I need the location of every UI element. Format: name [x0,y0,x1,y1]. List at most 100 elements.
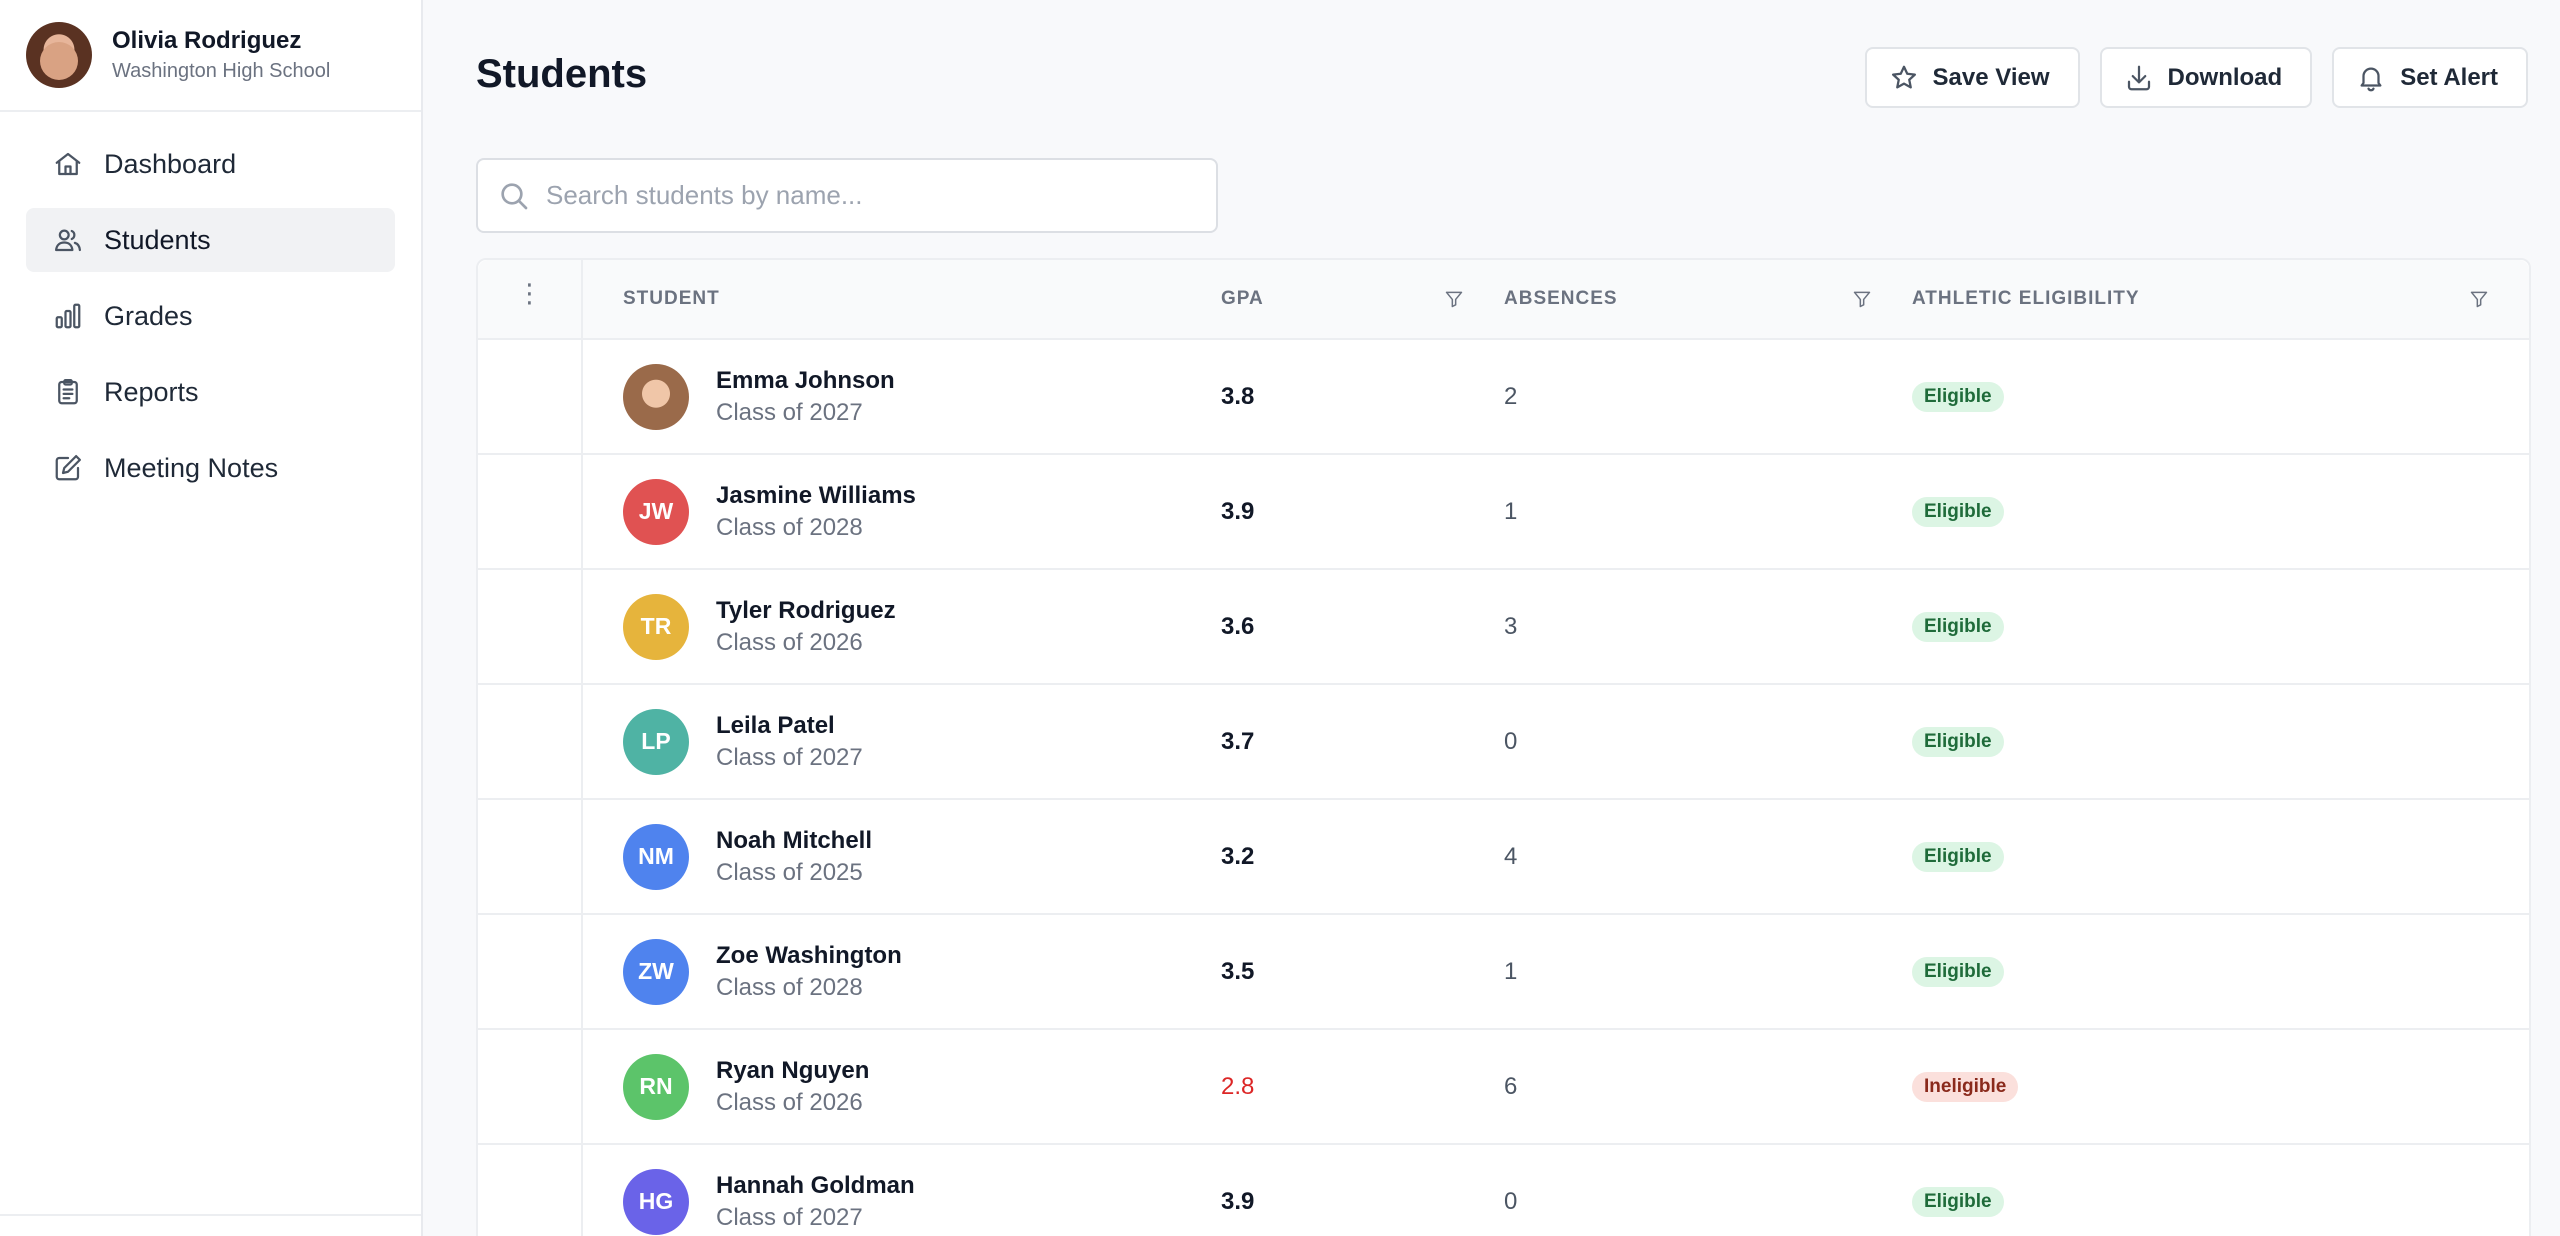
absences-value: 0 [1504,727,1518,755]
status-badge: Eligible [1912,726,2004,757]
table-row[interactable]: LP Leila Patel Class of 2027 3.7 0 Eligi… [478,684,2529,800]
download-button[interactable]: Download [2099,47,2313,108]
filter-icon[interactable] [1852,289,1872,309]
student-name[interactable]: Zoe Washington [716,941,902,969]
user-name: Olivia Rodriguez [112,27,302,54]
status-badge: Eligible [1912,381,2004,412]
absences-value: 2 [1504,382,1518,410]
search-input[interactable] [546,180,1186,211]
status-badge: Eligible [1912,956,2004,987]
filter-icon[interactable] [2469,289,2489,309]
table-row[interactable]: TR Tyler Rodriguez Class of 2026 3.6 3 E… [478,569,2529,685]
student-photo [623,363,689,430]
sidebar-item-students[interactable]: Students [26,208,395,272]
students-table: ⋮ STUDENT GPA ABSENCES ATHLETIC ELIGIBIL… [476,258,2531,1236]
absences-value: 6 [1504,1072,1518,1100]
student-cell: RN Ryan Nguyen Class of 2026 [583,1053,1221,1120]
eligibility-cell: Eligible [1912,1186,2529,1217]
column-header-label: ATHLETIC ELIGIBILITY [1912,288,2140,309]
absences-value: 0 [1504,1187,1518,1215]
row-handle [478,914,583,1029]
table-row[interactable]: ZW Zoe Washington Class of 2028 3.5 1 El… [478,914,2529,1030]
bell-icon [2360,67,2382,91]
student-info: Noah Mitchell Class of 2025 [716,826,872,888]
table-row[interactable]: Emma Johnson Class of 2027 3.8 2 Eligibl… [478,339,2529,455]
filter-icon[interactable] [1444,289,1464,309]
set-alert-button[interactable]: Set Alert [2332,47,2528,108]
search-box [476,158,1218,233]
row-handle [478,569,583,684]
column-header-label: STUDENT [623,288,720,309]
absences-value: 1 [1504,957,1518,985]
student-name[interactable]: Leila Patel [716,711,835,739]
student-name[interactable]: Jasmine Williams [716,481,916,509]
row-handle [478,454,583,569]
column-header-student[interactable]: STUDENT [583,288,1221,310]
column-header-label: GPA [1221,288,1264,309]
student-name[interactable]: Noah Mitchell [716,826,873,854]
student-avatar: HG [623,1168,689,1235]
student-name[interactable]: Tyler Rodriguez [716,596,896,624]
save-view-button[interactable]: Save View [1864,47,2080,108]
student-name[interactable]: Emma Johnson [716,366,895,394]
column-header-absences[interactable]: ABSENCES [1504,288,1912,310]
sidebar-item-meeting-notes[interactable]: Meeting Notes [26,436,395,500]
gpa-value: 3.8 [1221,382,1255,410]
table-body: Emma Johnson Class of 2027 3.8 2 Eligibl… [478,339,2529,1236]
row-handle [478,684,583,799]
gpa-value: 3.9 [1221,497,1255,525]
sidebar-item-reports[interactable]: Reports [26,360,395,424]
column-header-eligibility[interactable]: ATHLETIC ELIGIBILITY [1912,288,2529,310]
sidebar-nav: Dashboard Students Grades Reports [0,112,421,500]
home-icon [52,148,84,180]
search-icon [501,182,528,209]
eligibility-cell: Eligible [1912,496,2529,527]
download-icon [2127,65,2150,90]
save-view-label: Save View [1932,63,2050,91]
table-header: ⋮ STUDENT GPA ABSENCES ATHLETIC ELIGIBIL… [478,260,2529,340]
student-class: Class of 2026 [716,628,863,656]
page-title: Students [476,52,648,96]
sidebar-item-label: Dashboard [104,148,237,179]
eligibility-cell: Eligible [1912,956,2529,987]
table-row[interactable]: NM Noah Mitchell Class of 2025 3.2 4 Eli… [478,799,2529,915]
status-badge: Eligible [1912,611,2004,642]
row-handle [478,339,583,454]
sidebar-item-label: Meeting Notes [104,452,279,483]
student-info: Jasmine Williams Class of 2028 [716,481,916,543]
status-badge: Eligible [1912,496,2004,527]
student-class: Class of 2027 [716,1203,863,1231]
eligibility-cell: Eligible [1912,841,2529,872]
set-alert-label: Set Alert [2400,63,2498,91]
gpa-value: 3.6 [1221,612,1255,640]
sidebar-item-dashboard[interactable]: Dashboard [26,132,395,196]
user-avatar [26,22,92,88]
student-name[interactable]: Hannah Goldman [716,1171,915,1199]
table-row[interactable]: JW Jasmine Williams Class of 2028 3.9 1 … [478,454,2529,570]
student-cell: TR Tyler Rodriguez Class of 2026 [583,593,1221,660]
student-info: Ryan Nguyen Class of 2026 [716,1056,869,1118]
student-class: Class of 2027 [716,398,863,426]
sidebar-divider [0,1214,421,1216]
student-class: Class of 2027 [716,743,863,771]
student-cell: ZW Zoe Washington Class of 2028 [583,938,1221,1005]
column-header-label: ABSENCES [1504,288,1618,309]
table-row[interactable]: HG Hannah Goldman Class of 2027 3.9 0 El… [478,1144,2529,1236]
column-options[interactable]: ⋮ [478,260,583,338]
more-vertical-icon: ⋮ [516,278,543,308]
sidebar-item-grades[interactable]: Grades [26,284,395,348]
student-name[interactable]: Ryan Nguyen [716,1056,870,1084]
table-row[interactable]: RN Ryan Nguyen Class of 2026 2.8 6 Ineli… [478,1029,2529,1145]
student-class: Class of 2026 [716,1088,863,1116]
user-profile[interactable]: Olivia Rodriguez Washington High School [0,0,421,112]
student-info: Zoe Washington Class of 2028 [716,941,902,1003]
student-info: Tyler Rodriguez Class of 2026 [716,596,896,658]
student-cell: LP Leila Patel Class of 2027 [583,708,1221,775]
column-header-gpa[interactable]: GPA [1221,288,1504,310]
absences-value: 1 [1504,497,1518,525]
eligibility-cell: Ineligible [1912,1071,2529,1102]
student-class: Class of 2028 [716,513,863,541]
gpa-value: 3.5 [1221,957,1255,985]
edit-icon [52,452,84,484]
student-avatar: ZW [623,938,689,1005]
